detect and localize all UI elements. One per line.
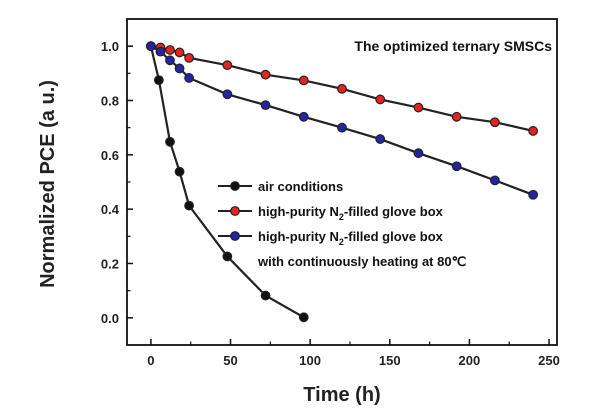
data-point — [184, 200, 195, 211]
data-point — [298, 75, 309, 86]
y-axis-label: Normalized PCE (a u.) — [37, 80, 59, 288]
data-point — [165, 45, 175, 55]
data-point — [145, 41, 156, 52]
y-axis: 0.0 0.2 0.4 0.6 0.8 1.0 — [101, 39, 133, 326]
series-2 — [145, 41, 539, 136]
data-point — [260, 290, 271, 301]
data-point — [174, 47, 185, 58]
data-point — [174, 63, 185, 74]
x-tick-label: 50 — [223, 353, 237, 368]
legend-marker — [230, 231, 240, 241]
data-point — [375, 94, 386, 105]
data-point — [489, 117, 500, 128]
data-point — [451, 161, 462, 172]
chart-annotation: The optimized ternary SMSCs — [354, 38, 552, 54]
data-point — [165, 55, 175, 66]
data-point — [413, 148, 424, 159]
x-tick-label: 150 — [379, 353, 401, 368]
data-point — [337, 122, 347, 133]
data-point — [222, 60, 233, 71]
x-axis-label: Time (h) — [303, 384, 380, 406]
data-point — [298, 111, 309, 122]
series-3 — [145, 41, 539, 200]
x-tick-label: 0 — [147, 353, 154, 368]
x-tick-label: 250 — [538, 353, 560, 368]
data-point — [260, 69, 271, 80]
data-point — [528, 126, 539, 136]
data-point — [153, 75, 164, 86]
data-point — [222, 251, 233, 262]
x-tick-label: 100 — [299, 353, 321, 368]
data-point — [528, 189, 539, 200]
y-tick-label: 0.6 — [101, 148, 119, 163]
data-point — [451, 111, 462, 122]
data-point — [260, 100, 271, 111]
legend-label: high-purity N2-filled glove box — [258, 204, 444, 222]
legend: air conditions high-purity N2-filled glov… — [218, 179, 466, 269]
x-axis: 0 50 100 150 200 250 — [147, 339, 560, 368]
data-point — [184, 73, 195, 83]
legend-marker — [230, 206, 240, 216]
data-point — [298, 312, 309, 323]
data-point — [375, 134, 386, 144]
y-tick-label: 0.2 — [101, 257, 119, 272]
legend-item: with continuously heating at 80℃ — [257, 254, 466, 269]
legend-label: with continuously heating at 80℃ — [257, 254, 466, 269]
data-point — [155, 46, 166, 57]
legend-item: high-purity N2-filled glove box — [218, 229, 444, 247]
y-tick-label: 1.0 — [101, 39, 119, 54]
data-point — [337, 83, 347, 94]
data-point — [222, 89, 233, 100]
legend-label: air conditions — [258, 179, 343, 194]
series-layer — [145, 41, 539, 323]
x-tick-label: 200 — [459, 353, 481, 368]
series-line — [149, 45, 305, 319]
legend-marker — [230, 181, 240, 191]
y-tick-label: 0.8 — [101, 94, 119, 109]
y-tick-label: 0.0 — [101, 311, 119, 326]
data-point — [165, 136, 175, 147]
data-point — [184, 52, 195, 63]
legend-item: high-purity N2-filled glove box — [218, 204, 444, 222]
data-point — [489, 175, 500, 186]
data-point — [413, 102, 424, 113]
legend-label: high-purity N2-filled glove box — [258, 229, 444, 247]
y-tick-label: 0.4 — [101, 202, 120, 217]
data-point — [174, 166, 185, 177]
legend-item: air conditions — [218, 179, 343, 194]
